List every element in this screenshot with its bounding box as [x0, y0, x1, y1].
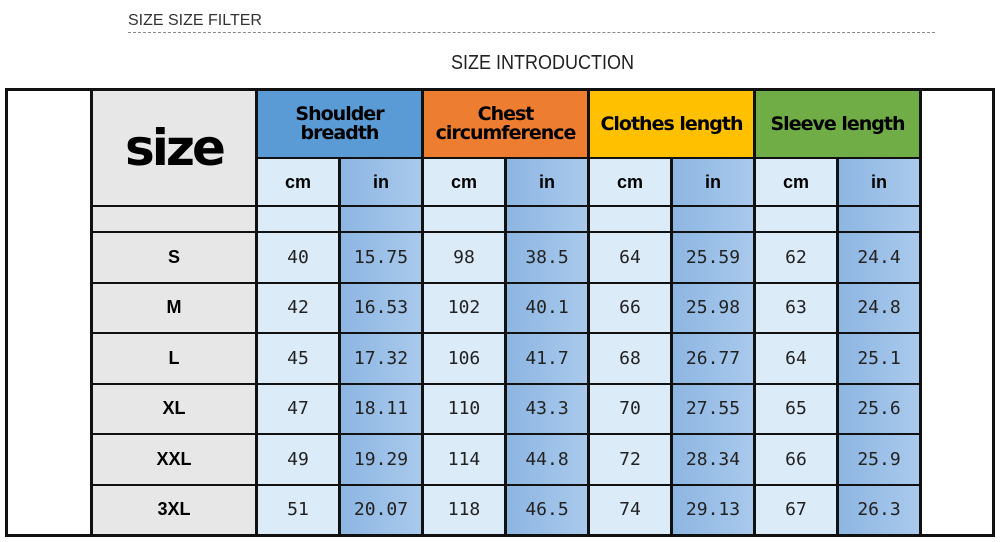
measurement-cell: 27.55 [673, 384, 753, 433]
measurement-cell: 25.6 [839, 384, 919, 433]
measurement-cell: 40.1 [507, 283, 587, 332]
measurement-cell: 114 [424, 435, 504, 484]
measurement-cell: 65 [756, 384, 836, 433]
page-title: SIZE INTRODUCTION [450, 52, 635, 74]
measurement-cell: 98 [424, 233, 504, 282]
dashed-divider [128, 32, 935, 33]
measurement-cell: 38.5 [507, 233, 587, 282]
measurement-cell: 74 [590, 485, 670, 534]
measurement-cell: 45 [258, 334, 338, 383]
right-margin-cell [922, 91, 992, 534]
unit-header-cm: cm [258, 159, 338, 205]
measurement-cell: 66 [590, 283, 670, 332]
spacer-cell [756, 207, 836, 231]
measurement-cell: 118 [424, 485, 504, 534]
measurement-cell: 25.1 [839, 334, 919, 383]
measurement-cell: 41.7 [507, 334, 587, 383]
spacer-cell [258, 207, 338, 231]
measurement-cell: 19.29 [341, 435, 421, 484]
unit-header-in: in [341, 159, 421, 205]
spacer-cell [93, 207, 255, 231]
measurement-cell: 44.8 [507, 435, 587, 484]
unit-header-in: in [839, 159, 919, 205]
size-label: 3XL [93, 485, 255, 534]
column-group-header: Sleeve length [756, 91, 919, 157]
measurement-cell: 62 [756, 233, 836, 282]
unit-header-cm: cm [590, 159, 670, 205]
measurement-cell: 67 [756, 485, 836, 534]
measurement-cell: 46.5 [507, 485, 587, 534]
measurement-cell: 106 [424, 334, 504, 383]
spacer-cell [424, 207, 504, 231]
size-header: size [93, 91, 255, 205]
measurement-cell: 20.07 [341, 485, 421, 534]
measurement-cell: 25.9 [839, 435, 919, 484]
spacer-cell [341, 207, 421, 231]
size-label: S [93, 233, 255, 282]
measurement-cell: 64 [756, 334, 836, 383]
unit-header-in: in [673, 159, 753, 205]
column-group-header: Clothes length [590, 91, 753, 157]
measurement-cell: 43.3 [507, 384, 587, 433]
column-group-header: Chest circumference [424, 91, 587, 157]
size-label: XL [93, 384, 255, 433]
measurement-cell: 25.59 [673, 233, 753, 282]
measurement-cell: 16.53 [341, 283, 421, 332]
measurement-cell: 25.98 [673, 283, 753, 332]
measurement-cell: 68 [590, 334, 670, 383]
measurement-cell: 24.4 [839, 233, 919, 282]
measurement-cell: 49 [258, 435, 338, 484]
measurement-cell: 28.34 [673, 435, 753, 484]
size-filter-label: SIZE SIZE FILTER [128, 12, 262, 29]
measurement-cell: 102 [424, 283, 504, 332]
measurement-cell: 26.77 [673, 334, 753, 383]
spacer-cell [590, 207, 670, 231]
measurement-cell: 17.32 [341, 334, 421, 383]
spacer-cell [673, 207, 753, 231]
measurement-cell: 40 [258, 233, 338, 282]
measurement-cell: 47 [258, 384, 338, 433]
measurement-cell: 24.8 [839, 283, 919, 332]
column-group-header: Shoulder breadth [258, 91, 421, 157]
measurement-cell: 42 [258, 283, 338, 332]
measurement-cell: 29.13 [673, 485, 753, 534]
unit-header-in: in [507, 159, 587, 205]
size-label: XXL [93, 435, 255, 484]
size-label: M [93, 283, 255, 332]
measurement-cell: 15.75 [341, 233, 421, 282]
measurement-cell: 72 [590, 435, 670, 484]
unit-header-cm: cm [756, 159, 836, 205]
left-margin-cell [8, 91, 90, 534]
measurement-cell: 70 [590, 384, 670, 433]
measurement-cell: 110 [424, 384, 504, 433]
size-chart-table: size Shoulder breadth Chest circumference… [5, 88, 995, 537]
spacer-cell [839, 207, 919, 231]
unit-header-cm: cm [424, 159, 504, 205]
measurement-cell: 63 [756, 283, 836, 332]
spacer-cell [507, 207, 587, 231]
measurement-cell: 66 [756, 435, 836, 484]
measurement-cell: 51 [258, 485, 338, 534]
measurement-cell: 26.3 [839, 485, 919, 534]
size-label: L [93, 334, 255, 383]
measurement-cell: 18.11 [341, 384, 421, 433]
measurement-cell: 64 [590, 233, 670, 282]
